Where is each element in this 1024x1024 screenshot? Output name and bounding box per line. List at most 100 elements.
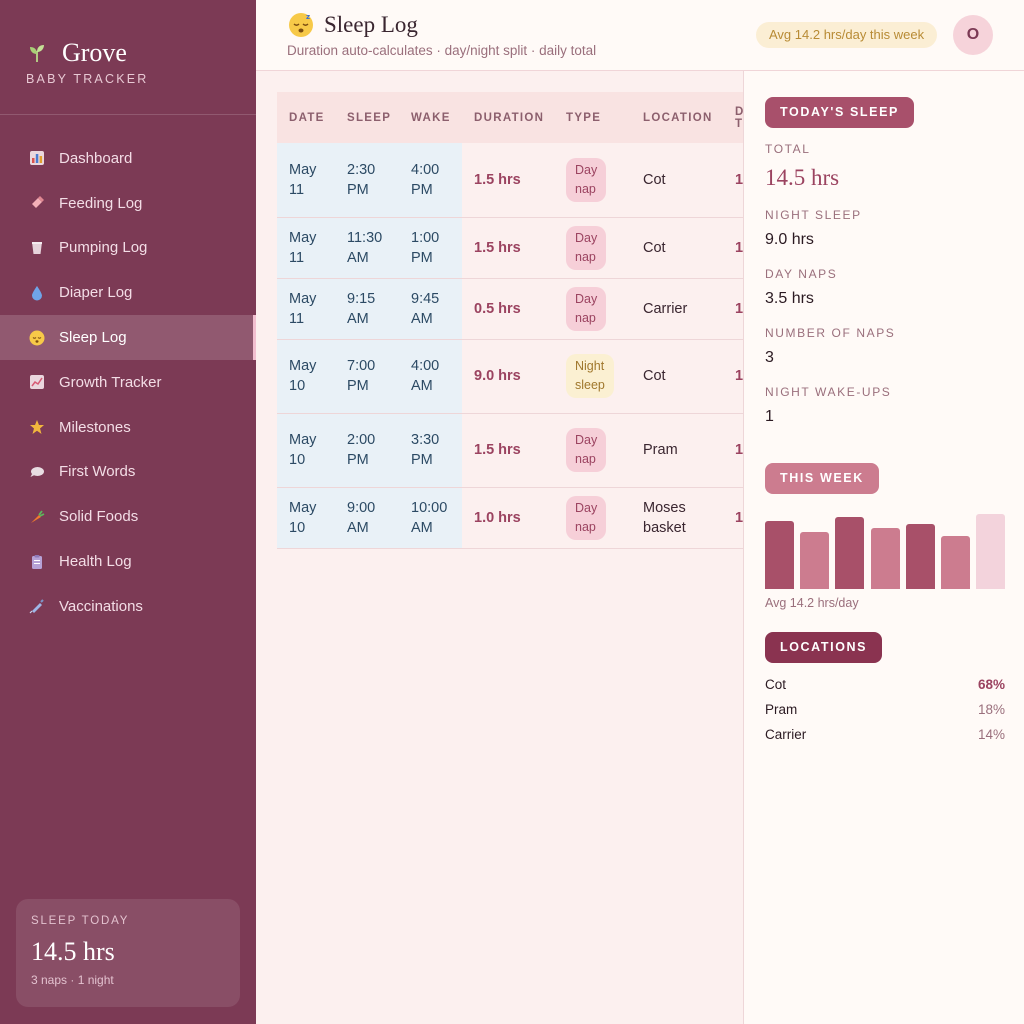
page-subtitle: Duration auto-calculates · day/night spl… <box>287 43 597 58</box>
sidebar-item-label: Pumping Log <box>59 239 148 257</box>
sleep-time-cell-text: PM <box>347 452 369 468</box>
wake-time-cell-text: PM <box>411 452 433 468</box>
duration-cell-text: 1.5 hrs <box>474 171 521 188</box>
column-header-wake[interactable]: WAKE <box>399 92 462 143</box>
sleep-time-cell-text: 7:00 <box>347 358 376 374</box>
location-row: Carrier 14% <box>765 727 1005 742</box>
sleep-type-text: nap <box>575 249 596 264</box>
daily-total-cell: 14.5 <box>723 278 743 340</box>
sidebar-item-label: Solid Foods <box>59 508 139 526</box>
wake-time-cell: 3:30 PM <box>399 413 462 488</box>
sleep-type-text: Day <box>575 433 598 447</box>
sidebar-item-label: Health Log <box>59 553 132 571</box>
weekly-sleep-chart <box>765 512 1006 589</box>
page-title: Sleep Log <box>324 12 418 37</box>
daily-total-cell-text: 14.5 <box>735 300 743 317</box>
column-header-duration[interactable]: DURATION <box>462 92 554 143</box>
sidebar-item-dashboard[interactable]: Dashboard <box>0 136 256 181</box>
sleep-time-cell: 9:15 AM <box>335 278 399 340</box>
line-chart-icon <box>28 373 46 391</box>
duration-cell-text: 1.0 hrs <box>474 509 521 526</box>
wake-time-cell: 4:00 AM <box>399 339 462 414</box>
total-value: 14.5 hrs <box>765 165 840 190</box>
sidebar-item-health-log[interactable]: Health Log <box>0 539 256 584</box>
date-cell-text: 11 <box>289 249 305 266</box>
sleep-today-value: 14.5 hrs <box>31 937 115 966</box>
sleep-time-cell-text: AM <box>347 249 369 266</box>
daily-total-cell: 14.0 <box>723 339 743 414</box>
sleep-type-text: Day <box>575 230 598 245</box>
date-cell-text: May <box>289 229 317 246</box>
column-header-date[interactable]: DATE <box>277 92 335 143</box>
table-row[interactable]: May 11 2:30 PM 4:00 PM 1.5 hrs Day nap Cot 14.5 <box>277 143 743 218</box>
number-of-naps-label: NUMBER OF NAPS <box>765 326 896 340</box>
weekly-bar <box>765 521 794 589</box>
brand[interactable]: Grove <box>26 38 127 68</box>
sprout-icon <box>30 45 44 62</box>
date-cell-text: May <box>289 161 317 178</box>
table-row[interactable]: May 10 2:00 PM 3:30 PM 1.5 hrs Day nap Pram 14.0 <box>277 413 743 488</box>
sidebar-nav: Dashboard Feeding Log Pumping Log Diaper… <box>0 136 256 629</box>
table-row[interactable]: May 11 9:15 AM 9:45 AM 0.5 hrs Day nap Carrier 14.… <box>277 278 743 340</box>
wake-time-cell-text: 1:00 <box>411 229 440 246</box>
daily-total-cell: 14.5 <box>723 143 743 218</box>
sidebar-item-label: Sleep Log <box>59 329 127 347</box>
sidebar-item-label: First Words <box>59 463 136 481</box>
sidebar-item-feeding-log[interactable]: Feeding Log <box>0 181 256 226</box>
daily-total-cell: 14.0 <box>723 487 743 549</box>
column-header-type[interactable]: TYPE <box>554 92 631 143</box>
wake-time-cell: 10:00 AM <box>399 487 462 549</box>
table-row[interactable]: May 10 7:00 PM 4:00 AM 9.0 hrs Night sleep Cot 14.… <box>277 339 743 414</box>
column-header-location[interactable]: LOCATION <box>631 92 723 143</box>
location-cell: Carrier <box>631 278 723 340</box>
table-row[interactable]: May 10 9:00 AM 10:00 AM 1.0 hrs Day nap Moses bask… <box>277 487 743 549</box>
avatar[interactable]: O <box>953 15 993 55</box>
sidebar-item-milestones[interactable]: Milestones <box>0 405 256 450</box>
sleep-time-cell-text: 2:00 <box>347 432 376 448</box>
duration-cell-text: 1.5 hrs <box>474 442 521 458</box>
weekly-bar <box>976 514 1006 589</box>
column-header-daily-total[interactable]: DAILY TOTAL <box>723 92 743 143</box>
night-wakeups-label: NIGHT WAKE-UPS <box>765 385 892 399</box>
location-cell: Cot <box>631 217 723 279</box>
date-cell: May 11 <box>277 143 335 218</box>
wake-time-cell-text: PM <box>411 249 433 266</box>
sidebar-item-sleep-log[interactable]: Sleep Log <box>0 315 256 360</box>
sleep-time-cell-text: 9:15 <box>347 290 376 307</box>
date-cell-text: 10 <box>289 519 306 536</box>
daily-total-cell: 14.5 <box>723 217 743 279</box>
sidebar-item-growth-tracker[interactable]: Growth Tracker <box>0 360 256 405</box>
sidebar-item-label: Growth Tracker <box>59 373 162 391</box>
sleeping-face-icon: z <box>289 13 313 37</box>
sidebar-item-diaper-log[interactable]: Diaper Log <box>0 270 256 315</box>
bar-chart-icon <box>28 149 46 167</box>
sleep-time-cell-text: 2:30 <box>347 161 376 178</box>
wake-time-cell-text: 4:00 <box>411 161 440 178</box>
sidebar-item-solid-foods[interactable]: Solid Foods <box>0 494 256 539</box>
sidebar-item-pumping-log[interactable]: Pumping Log <box>0 226 256 271</box>
weekly-bar <box>941 536 970 589</box>
sidebar: Grove BABY TRACKER Dashboard Feeding Log… <box>0 0 256 1024</box>
location-row: Cot 68% <box>765 677 1005 692</box>
table-row[interactable]: May 11 11:30 AM 1:00 PM 1.5 hrs Day nap Cot 14.5 <box>277 217 743 279</box>
weekly-bar <box>905 524 935 589</box>
type-cell: Day nap <box>554 143 631 218</box>
location-percent: 68% <box>977 677 1005 692</box>
date-cell: May 10 <box>277 413 335 488</box>
sleeping-face-icon <box>28 329 46 347</box>
sleep-type-text: nap <box>575 519 596 534</box>
sleep-type-text: Day <box>575 291 598 306</box>
sidebar-item-first-words[interactable]: First Words <box>0 450 256 495</box>
sleep-type-badge: Day nap <box>566 428 607 472</box>
sidebar-item-vaccinations[interactable]: Vaccinations <box>0 584 256 629</box>
title-row: z Sleep Log <box>288 12 418 38</box>
location-cell-text: Pram <box>643 442 678 458</box>
type-cell: Day nap <box>554 217 631 279</box>
sleep-table-container: DATE SLEEP WAKE DURATION TYPE LOCATION D… <box>277 92 743 549</box>
daily-total-cell-text: 14.0 <box>735 509 743 526</box>
sleep-time-cell-text: AM <box>347 519 369 536</box>
column-header-sleep[interactable]: SLEEP <box>335 92 399 143</box>
location-cell: Cot <box>631 339 723 414</box>
wake-time-cell-text: PM <box>411 181 433 198</box>
cup-icon <box>28 239 46 257</box>
